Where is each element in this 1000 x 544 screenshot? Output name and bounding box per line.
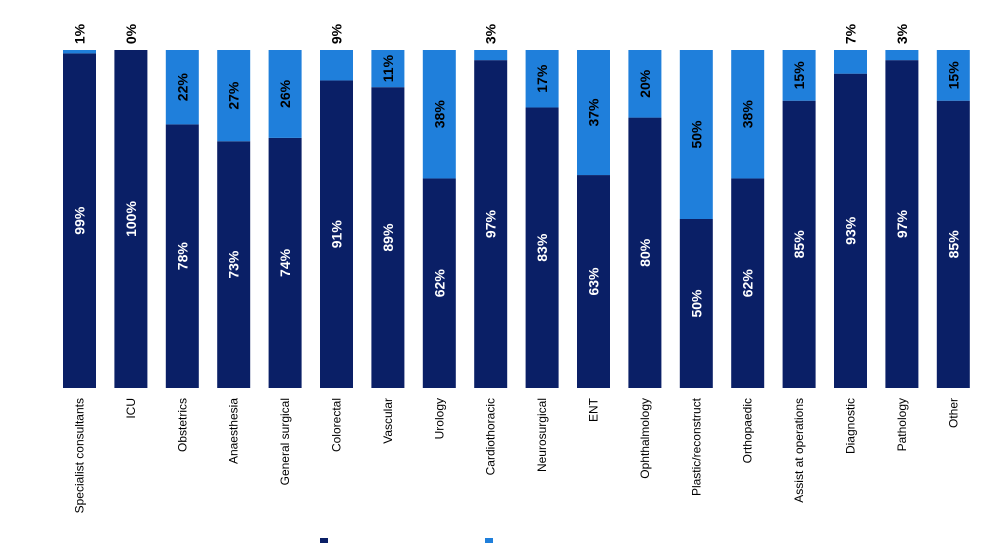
category-label-assist-at-operations: Assist at operations bbox=[792, 398, 806, 503]
category-label-cardiothoracic: Cardiothoracic bbox=[484, 398, 498, 475]
value-label-vascular-bottom: 89% bbox=[380, 223, 396, 252]
bar-cardiothoracic-top bbox=[474, 50, 508, 61]
value-label-general-surgical-bottom: 74% bbox=[277, 248, 293, 277]
value-label-diagnostic-bottom: 93% bbox=[843, 216, 859, 245]
category-label-neurosurgical: Neurosurgical bbox=[535, 398, 549, 472]
bar-vascular-top bbox=[371, 50, 405, 88]
bar-specialist-consultants-bottom bbox=[63, 53, 96, 388]
value-label-ophthalmology-top: 20% bbox=[637, 69, 653, 98]
category-label-specialist-consultants: Specialist consultants bbox=[73, 398, 87, 513]
value-label-ophthalmology-bottom: 80% bbox=[637, 238, 653, 267]
bar-neurosurgical-bottom bbox=[525, 107, 559, 389]
category-label-urology: Urology bbox=[432, 398, 446, 439]
value-label-specialist-consultants-top: 1% bbox=[72, 23, 88, 44]
bar-diagnostic-bottom bbox=[834, 73, 867, 388]
bar-anaesthesia-top bbox=[217, 50, 251, 142]
value-label-obstetrics-bottom: 78% bbox=[174, 242, 190, 271]
bar-specialist-consultants-top bbox=[63, 50, 96, 54]
bar-other-bottom bbox=[936, 100, 970, 388]
category-label-plastic-reconstruct: Plastic/reconstruct bbox=[689, 397, 703, 496]
bar-plastic-reconstruct-bottom bbox=[679, 219, 713, 388]
value-label-neurosurgical-top: 17% bbox=[534, 64, 550, 93]
value-label-ent-top: 37% bbox=[586, 98, 602, 127]
bar-colorectal-bottom bbox=[320, 80, 353, 389]
value-label-urology-bottom: 62% bbox=[431, 269, 447, 298]
bar-icu-bottom bbox=[114, 50, 148, 388]
value-label-plastic-reconstruct-bottom: 50% bbox=[688, 289, 704, 318]
category-label-ophthalmology: Ophthalmology bbox=[638, 398, 652, 479]
legend-swatch-1 bbox=[320, 538, 328, 543]
bar-general-surgical-bottom bbox=[268, 137, 302, 388]
bar-orthopaedic-top bbox=[731, 50, 765, 179]
value-label-other-top: 15% bbox=[945, 61, 961, 90]
value-label-general-surgical-top: 26% bbox=[277, 79, 293, 108]
bar-ent-bottom bbox=[577, 175, 610, 388]
bar-assist-at-operations-bottom bbox=[782, 100, 816, 388]
bar-diagnostic-top bbox=[834, 50, 867, 74]
bar-ophthalmology-top bbox=[628, 50, 662, 118]
value-label-obstetrics-top: 22% bbox=[174, 73, 190, 102]
value-label-pathology-top: 3% bbox=[894, 23, 910, 44]
value-label-plastic-reconstruct-top: 50% bbox=[688, 120, 704, 149]
bar-ophthalmology-bottom bbox=[628, 117, 662, 388]
value-label-specialist-consultants-bottom: 99% bbox=[72, 206, 88, 235]
value-label-ent-bottom: 63% bbox=[586, 267, 602, 296]
value-label-assist-at-operations-top: 15% bbox=[791, 61, 807, 90]
value-label-urology-top: 38% bbox=[431, 100, 447, 129]
bar-urology-top bbox=[422, 50, 456, 179]
value-label-orthopaedic-top: 38% bbox=[740, 100, 756, 129]
value-labels-layer: 99% 1% 100% 0% 78% 22% 73% 27% 74% 26% 91% 9% 89% 11%… bbox=[72, 23, 962, 317]
bar-ent-top bbox=[577, 50, 610, 176]
value-label-diagnostic-top: 7% bbox=[843, 23, 859, 44]
category-label-orthopaedic: Orthopaedic bbox=[741, 398, 755, 463]
legend-swatch-2 bbox=[485, 538, 493, 543]
value-label-pathology-bottom: 97% bbox=[894, 210, 910, 239]
bar-vascular-bottom bbox=[371, 87, 405, 389]
bar-pathology-bottom bbox=[885, 60, 919, 388]
bar-other-top bbox=[936, 50, 970, 101]
bar-orthopaedic-bottom bbox=[731, 178, 765, 388]
value-label-neurosurgical-bottom: 83% bbox=[534, 233, 550, 262]
value-label-cardiothoracic-bottom: 97% bbox=[483, 210, 499, 239]
bar-obstetrics-bottom bbox=[165, 124, 199, 389]
bar-general-surgical-top bbox=[268, 50, 302, 138]
bar-colorectal-top bbox=[320, 50, 353, 81]
category-label-anaesthesia: Anaesthesia bbox=[227, 398, 241, 464]
value-label-colorectal-bottom: 91% bbox=[329, 220, 345, 249]
legend bbox=[320, 538, 493, 543]
bars-layer bbox=[63, 50, 970, 389]
bar-pathology-top bbox=[885, 50, 919, 61]
category-label-pathology: Pathology bbox=[895, 398, 909, 451]
bar-assist-at-operations-top bbox=[782, 50, 816, 101]
value-label-vascular-top: 11% bbox=[380, 54, 396, 82]
bar-anaesthesia-bottom bbox=[217, 141, 251, 388]
value-label-cardiothoracic-top: 3% bbox=[483, 23, 499, 44]
value-label-colorectal-top: 9% bbox=[329, 23, 345, 44]
value-label-assist-at-operations-bottom: 85% bbox=[791, 230, 807, 259]
value-label-anaesthesia-bottom: 73% bbox=[226, 250, 242, 279]
bar-neurosurgical-top bbox=[525, 50, 559, 108]
category-label-icu: ICU bbox=[124, 398, 138, 419]
category-label-colorectal: Colorectal bbox=[330, 398, 344, 452]
category-label-ent: ENT bbox=[587, 397, 601, 422]
value-label-icu-bottom: 100% bbox=[123, 201, 139, 237]
category-labels-layer: Specialist consultants ICU Obstetrics Anaes… bbox=[73, 397, 961, 513]
bar-urology-bottom bbox=[422, 178, 456, 388]
value-label-icu-top: 0% bbox=[123, 23, 139, 44]
category-label-general-surgical: General surgical bbox=[278, 398, 292, 485]
category-label-other: Other bbox=[946, 398, 960, 428]
category-label-obstetrics: Obstetrics bbox=[175, 398, 189, 452]
bar-obstetrics-top bbox=[165, 50, 199, 125]
category-label-vascular: Vascular bbox=[381, 398, 395, 444]
value-label-other-bottom: 85% bbox=[945, 230, 961, 259]
bar-plastic-reconstruct-top bbox=[679, 50, 713, 219]
value-label-anaesthesia-top: 27% bbox=[226, 81, 242, 110]
category-label-diagnostic: Diagnostic bbox=[844, 398, 858, 454]
value-label-orthopaedic-bottom: 62% bbox=[740, 269, 756, 298]
bar-cardiothoracic-bottom bbox=[474, 60, 508, 388]
